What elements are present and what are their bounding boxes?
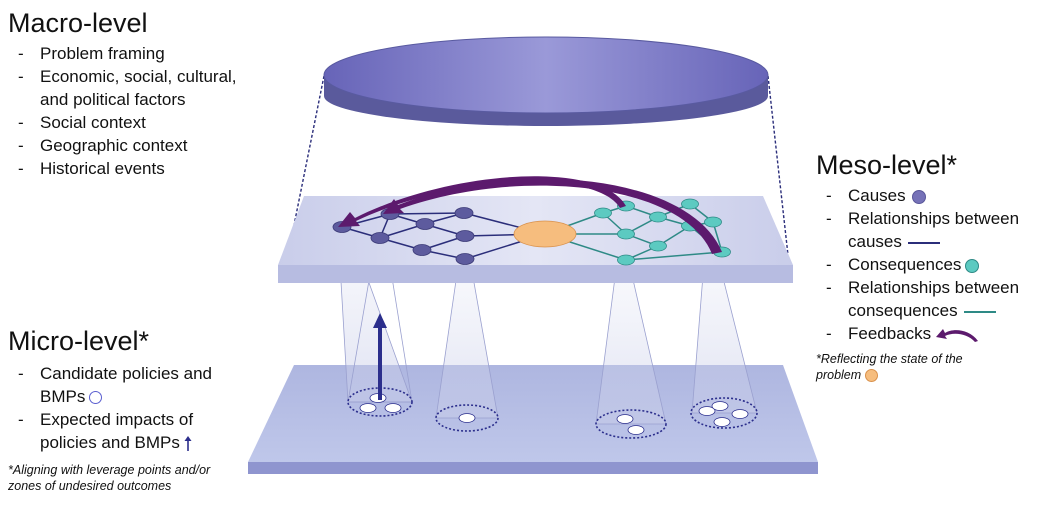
micro-panel: Micro-level* Candidate policies and BMPs… [8,326,238,494]
meso-note-text: *Reflecting the state of the problem [816,352,963,382]
meso-item-label: Relationships between consequences [848,278,1020,320]
impact-arrow-icon [184,435,192,451]
cause-line-icon [907,241,940,244]
macro-disc [323,36,769,126]
cause-nodes [332,207,475,265]
consequence-dot-icon [965,258,980,273]
macro-item: Economic, social, cultural, and politica… [8,65,238,111]
meso-item-label: Consequences [848,255,962,274]
macro-title: Macro-level [8,8,148,38]
micro-title: Micro-level* [8,326,150,356]
meso-item-consequence-relationships: Relationships between consequences [816,276,1056,322]
meso-item-label: Relationships between causes [848,209,1020,251]
policy-circle-icon [89,391,103,405]
meso-item-causes: Causes [816,184,1056,207]
macro-item: Historical events [8,157,238,180]
micro-item-policies: Candidate policies and BMPs [8,362,228,408]
macro-right-connector [767,75,789,256]
consequence-line-icon [963,310,996,313]
macro-item: Social context [8,111,238,134]
micro-note: *Aligning with leverage points and/or zo… [8,463,211,493]
macro-item: Geographic context [8,134,238,157]
problem-dot-icon [865,369,879,383]
meso-item-label: Causes [848,186,906,205]
feedback-arrows [338,176,722,254]
cause-dot-icon [911,189,926,204]
meso-item-cause-relationships: Relationships between causes [816,207,1056,253]
feedback-arrow-icon [936,328,979,342]
meso-item-consequences: Consequences [816,253,1056,276]
micro-item-label: Expected impacts of policies and BMPs [40,410,194,452]
problem-node [513,220,577,248]
micro-groups [347,387,758,439]
meso-panel: Meso-level* Causes Relationships between… [816,150,1056,383]
meso-item-feedbacks: Feedbacks [816,322,1056,345]
micro-item-label: Candidate policies and BMPs [40,364,213,406]
meso-title: Meso-level* [816,150,958,180]
impact-arrow [373,313,387,400]
macro-panel: Macro-level Problem framing Economic, so… [8,8,268,180]
micro-item-impacts: Expected impacts of policies and BMPs [8,408,228,454]
meso-note: *Reflecting the state of the problem [816,351,1006,383]
macro-item: Problem framing [8,42,238,65]
meso-item-label: Feedbacks [848,324,932,343]
